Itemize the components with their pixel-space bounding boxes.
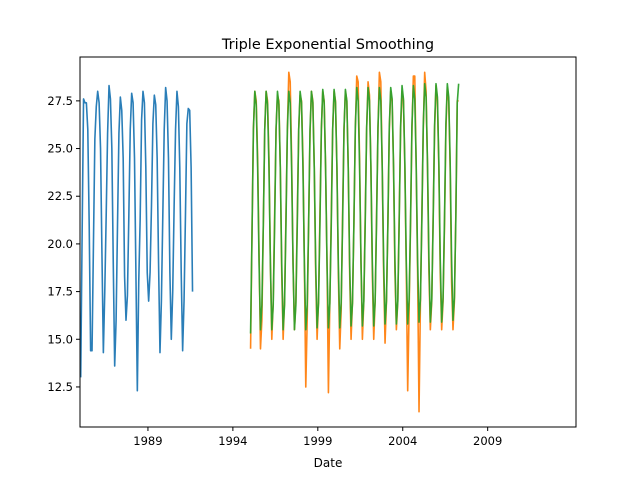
y-tick-label: 15.0 — [47, 332, 73, 346]
y-axis-ticks: 12.5 15.0 17.5 20.0 22.5 25.0 27.5 — [47, 94, 80, 394]
x-tick-label: 2004 — [388, 434, 417, 448]
y-tick-label: 27.5 — [47, 94, 73, 108]
x-tick-label: 1994 — [218, 434, 247, 448]
y-tick-label: 12.5 — [47, 380, 73, 394]
x-tick-label: 1989 — [133, 434, 162, 448]
y-tick-label: 17.5 — [47, 285, 73, 299]
x-axis-ticks: 1989 1994 1999 2004 2009 — [133, 427, 502, 448]
y-tick-label: 25.0 — [47, 142, 73, 156]
series-line-1 — [79, 84, 194, 392]
x-axis-label: Date — [314, 456, 343, 470]
x-tick-label: 2009 — [473, 434, 502, 448]
y-tick-label: 22.5 — [47, 189, 73, 203]
plot-frame — [79, 56, 577, 428]
y-tick-label: 20.0 — [47, 237, 73, 251]
series-layer — [79, 71, 460, 413]
x-tick-label: 1999 — [303, 434, 332, 448]
chart-title: Triple Exponential Smoothing — [221, 37, 434, 53]
series-line-3 — [249, 82, 460, 334]
